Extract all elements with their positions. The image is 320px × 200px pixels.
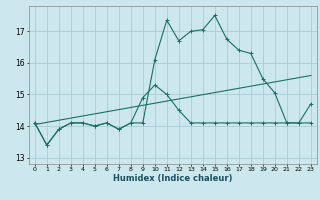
X-axis label: Humidex (Indice chaleur): Humidex (Indice chaleur) [113, 174, 233, 183]
